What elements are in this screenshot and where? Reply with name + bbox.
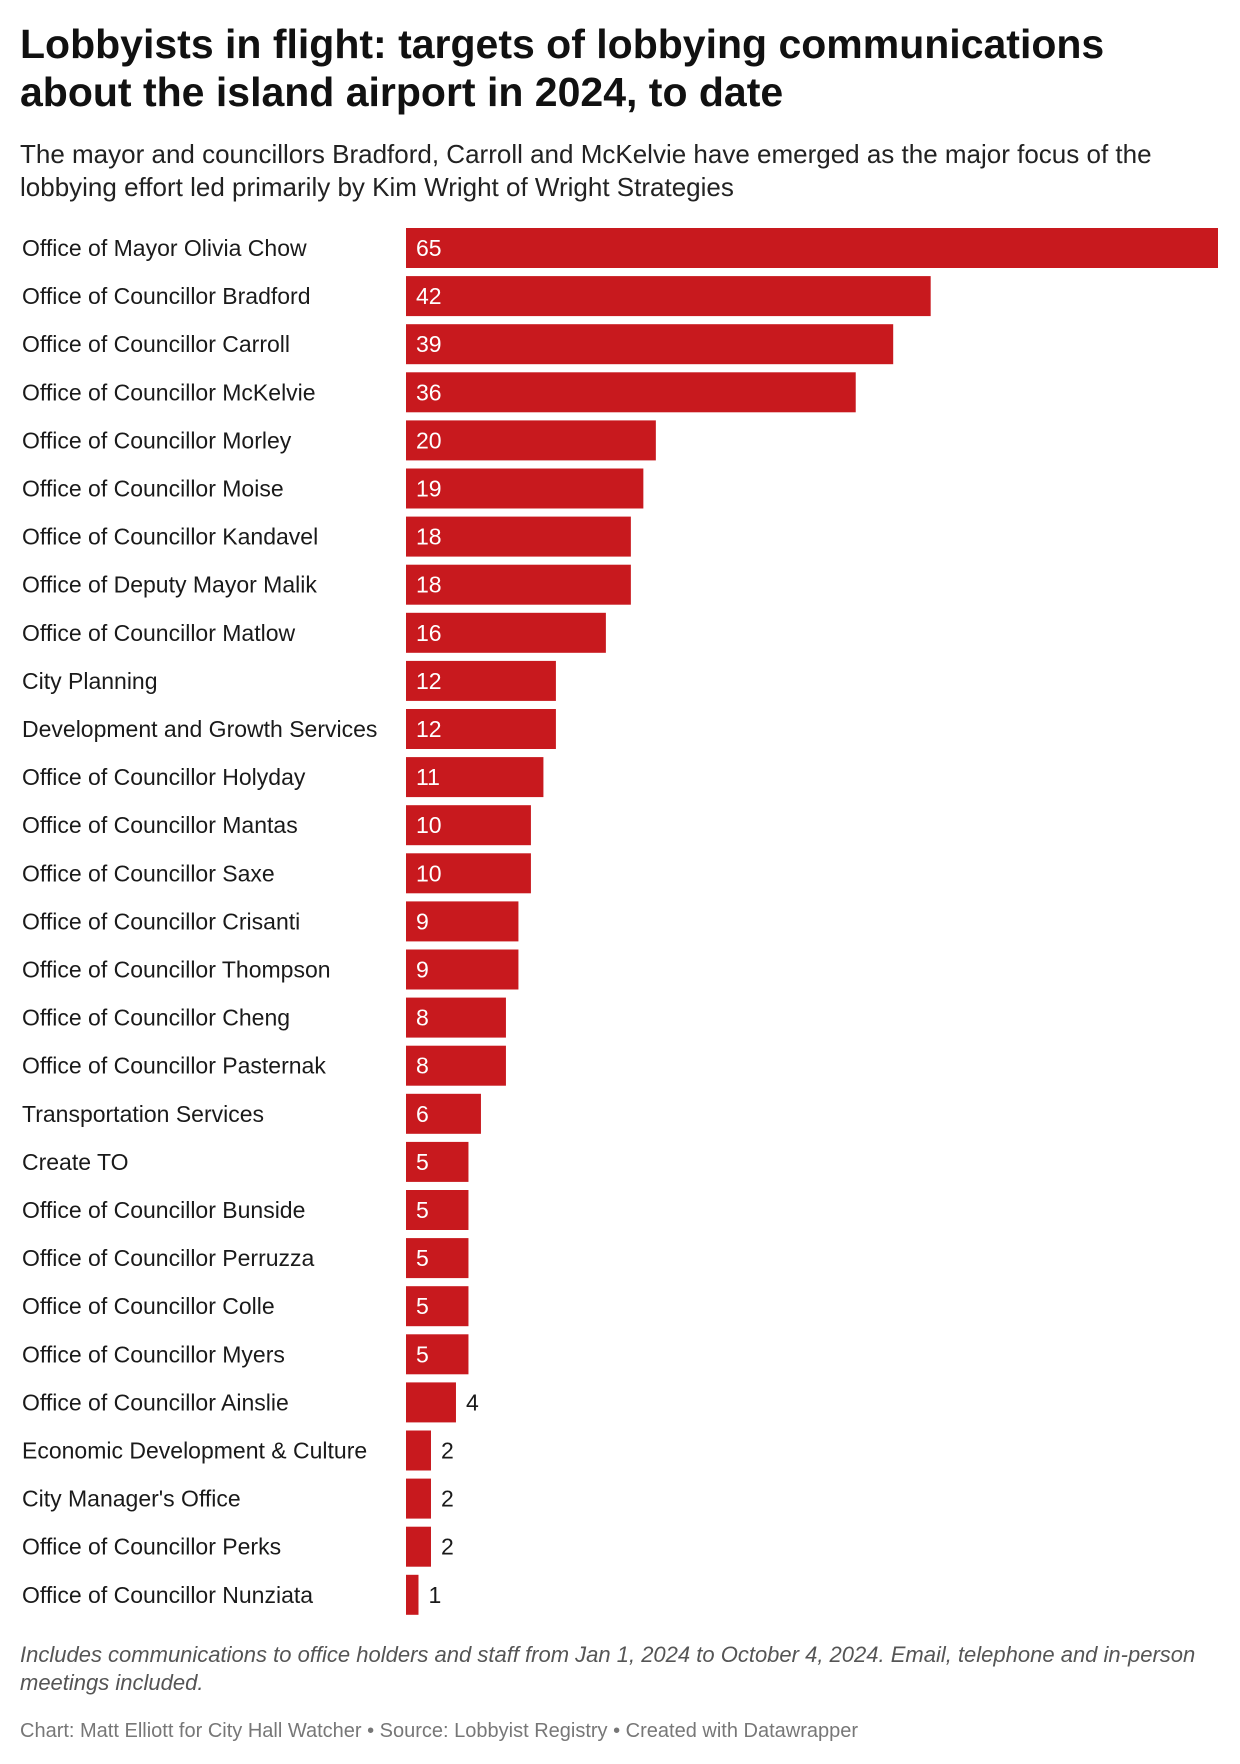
category-label: Office of Councillor Thompson bbox=[22, 957, 331, 983]
value-label: 39 bbox=[416, 331, 442, 357]
bar bbox=[406, 1526, 431, 1567]
value-label: 8 bbox=[416, 1005, 429, 1031]
chart-title: Lobbyists in flight: targets of lobbying… bbox=[20, 21, 1105, 115]
category-label: Office of Mayor Olivia Chow bbox=[22, 235, 307, 261]
value-label: 2 bbox=[441, 1486, 454, 1512]
bar bbox=[406, 1141, 469, 1182]
category-label: Office of Councillor Pasternak bbox=[22, 1053, 326, 1079]
category-label: Office of Councillor Perks bbox=[22, 1534, 281, 1560]
category-label: Office of Councillor Myers bbox=[22, 1341, 285, 1367]
bar bbox=[406, 1093, 481, 1134]
bar bbox=[406, 853, 531, 894]
value-label: 42 bbox=[416, 283, 442, 309]
bar bbox=[406, 1190, 469, 1230]
value-label: 9 bbox=[416, 957, 429, 983]
category-label: Office of Councillor Ainslie bbox=[22, 1389, 289, 1415]
chart-credit: Chart: Matt Elliott for City Hall Watche… bbox=[20, 1720, 859, 1742]
bar bbox=[406, 324, 894, 365]
bar bbox=[406, 1574, 419, 1615]
bar bbox=[406, 468, 644, 509]
value-label: 16 bbox=[416, 620, 442, 646]
bar bbox=[406, 949, 519, 990]
value-label: 2 bbox=[441, 1534, 454, 1560]
value-label: 8 bbox=[416, 1053, 429, 1079]
category-label: Office of Councillor Morley bbox=[22, 427, 292, 453]
category-label: Office of Councillor Cheng bbox=[22, 1005, 290, 1031]
bar bbox=[406, 1238, 469, 1279]
category-label: Office of Councillor Moise bbox=[22, 476, 284, 502]
bar bbox=[406, 276, 931, 317]
value-label: 4 bbox=[466, 1389, 479, 1415]
bar bbox=[406, 612, 606, 653]
bar bbox=[406, 420, 656, 461]
bar bbox=[406, 1286, 469, 1327]
value-label: 19 bbox=[416, 476, 442, 502]
category-label: Office of Councillor McKelvie bbox=[22, 379, 316, 405]
bar bbox=[406, 1478, 431, 1519]
bar bbox=[406, 660, 556, 701]
category-label: Office of Councillor Crisanti bbox=[22, 908, 300, 934]
bar bbox=[406, 709, 556, 749]
category-label: City Manager's Office bbox=[22, 1486, 241, 1512]
category-label: Office of Councillor Saxe bbox=[22, 860, 275, 886]
bar bbox=[406, 805, 531, 846]
category-label: Office of Councillor Mantas bbox=[22, 812, 298, 838]
category-label: Office of Councillor Bunside bbox=[22, 1197, 305, 1223]
category-label: Office of Councillor Holyday bbox=[22, 764, 306, 790]
value-label: 5 bbox=[416, 1341, 429, 1367]
category-label: Economic Development & Culture bbox=[22, 1438, 367, 1464]
bar-chart: Office of Mayor Olivia Chow 65 Office of C… bbox=[0, 224, 1240, 1624]
bar bbox=[406, 1045, 506, 1086]
category-label: Office of Deputy Mayor Malik bbox=[22, 572, 317, 598]
category-label: City Planning bbox=[22, 668, 158, 694]
bar bbox=[406, 997, 506, 1038]
value-label: 11 bbox=[416, 764, 440, 790]
value-label: 5 bbox=[416, 1149, 429, 1175]
category-label: Transportation Services bbox=[22, 1101, 264, 1127]
bar bbox=[406, 1334, 469, 1375]
category-label: Office of Councillor Kandavel bbox=[22, 524, 318, 550]
bar bbox=[406, 564, 631, 605]
category-label: Development and Growth Services bbox=[22, 716, 377, 742]
value-label: 1 bbox=[428, 1582, 441, 1608]
category-label: Office of Councillor Colle bbox=[22, 1293, 275, 1319]
value-label: 5 bbox=[416, 1293, 429, 1319]
value-label: 5 bbox=[416, 1245, 429, 1271]
value-label: 18 bbox=[416, 572, 442, 598]
value-label: 10 bbox=[416, 860, 442, 886]
value-label: 5 bbox=[416, 1197, 429, 1223]
bar bbox=[406, 228, 1218, 268]
bar bbox=[406, 516, 631, 557]
bar bbox=[406, 1382, 456, 1423]
category-label: Create TO bbox=[22, 1149, 129, 1175]
category-label: Office of Councillor Bradford bbox=[22, 283, 311, 309]
value-label: 2 bbox=[441, 1438, 454, 1464]
category-label: Office of Councillor Matlow bbox=[22, 620, 296, 646]
value-label: 10 bbox=[416, 812, 442, 838]
bar bbox=[406, 1430, 431, 1471]
value-label: 36 bbox=[416, 379, 442, 405]
value-label: 65 bbox=[416, 235, 442, 261]
value-label: 20 bbox=[416, 427, 442, 453]
bar bbox=[406, 372, 856, 413]
bar bbox=[406, 757, 544, 798]
value-label: 9 bbox=[416, 908, 429, 934]
category-label: Office of Councillor Perruzza bbox=[22, 1245, 315, 1271]
value-label: 6 bbox=[416, 1101, 429, 1127]
value-label: 18 bbox=[416, 524, 442, 550]
bar bbox=[406, 901, 519, 942]
value-label: 12 bbox=[416, 668, 442, 694]
category-label: Office of Councillor Nunziata bbox=[22, 1582, 313, 1608]
chart-notes: Includes communications to office holder… bbox=[20, 1642, 1196, 1695]
chart-subtitle: The mayor and councillors Bradford, Carr… bbox=[20, 139, 1152, 202]
category-label: Office of Councillor Carroll bbox=[22, 331, 290, 357]
value-label: 12 bbox=[416, 716, 442, 742]
